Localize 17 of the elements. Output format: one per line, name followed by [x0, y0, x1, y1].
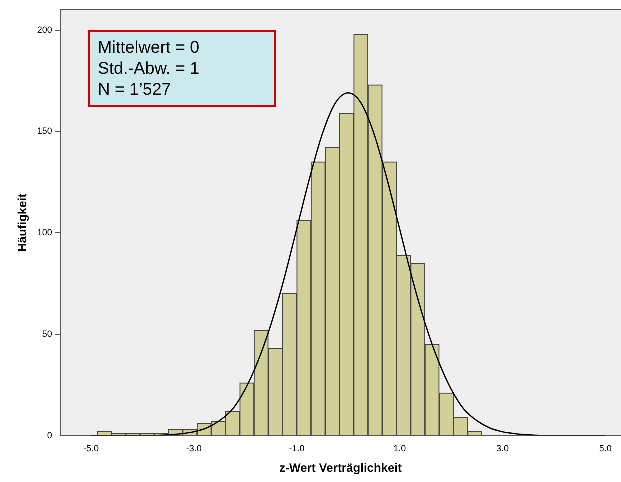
x-tick-label: 1.0 [394, 444, 406, 454]
y-tick-label: 0 [47, 430, 52, 440]
y-tick-label: 50 [42, 328, 52, 339]
x-axis-title: z-Wert Verträglichkeit [279, 461, 402, 476]
x-tick-label: -3.0 [186, 444, 202, 454]
y-tick-label: 200 [37, 24, 52, 35]
x-tick-label: -1.0 [289, 444, 305, 454]
annotation: N = 1’527 [98, 79, 172, 100]
annotation: Std.-Abw. = 1 [98, 58, 201, 79]
annotation: Mittelwert = 0 [98, 37, 201, 58]
x-tick-label: 5.0 [599, 444, 612, 454]
y-tick-label: 150 [37, 126, 52, 136]
note-box: Mittelwert = 0 Std.-Abw. = 1 N = 1’527 [88, 30, 276, 107]
y-axis-title: Häufigkeit [16, 194, 30, 252]
y-tick-label: 100 [37, 228, 52, 238]
x-tick-label: 3.0 [496, 444, 509, 454]
x-tick-label: -5.0 [84, 444, 100, 454]
